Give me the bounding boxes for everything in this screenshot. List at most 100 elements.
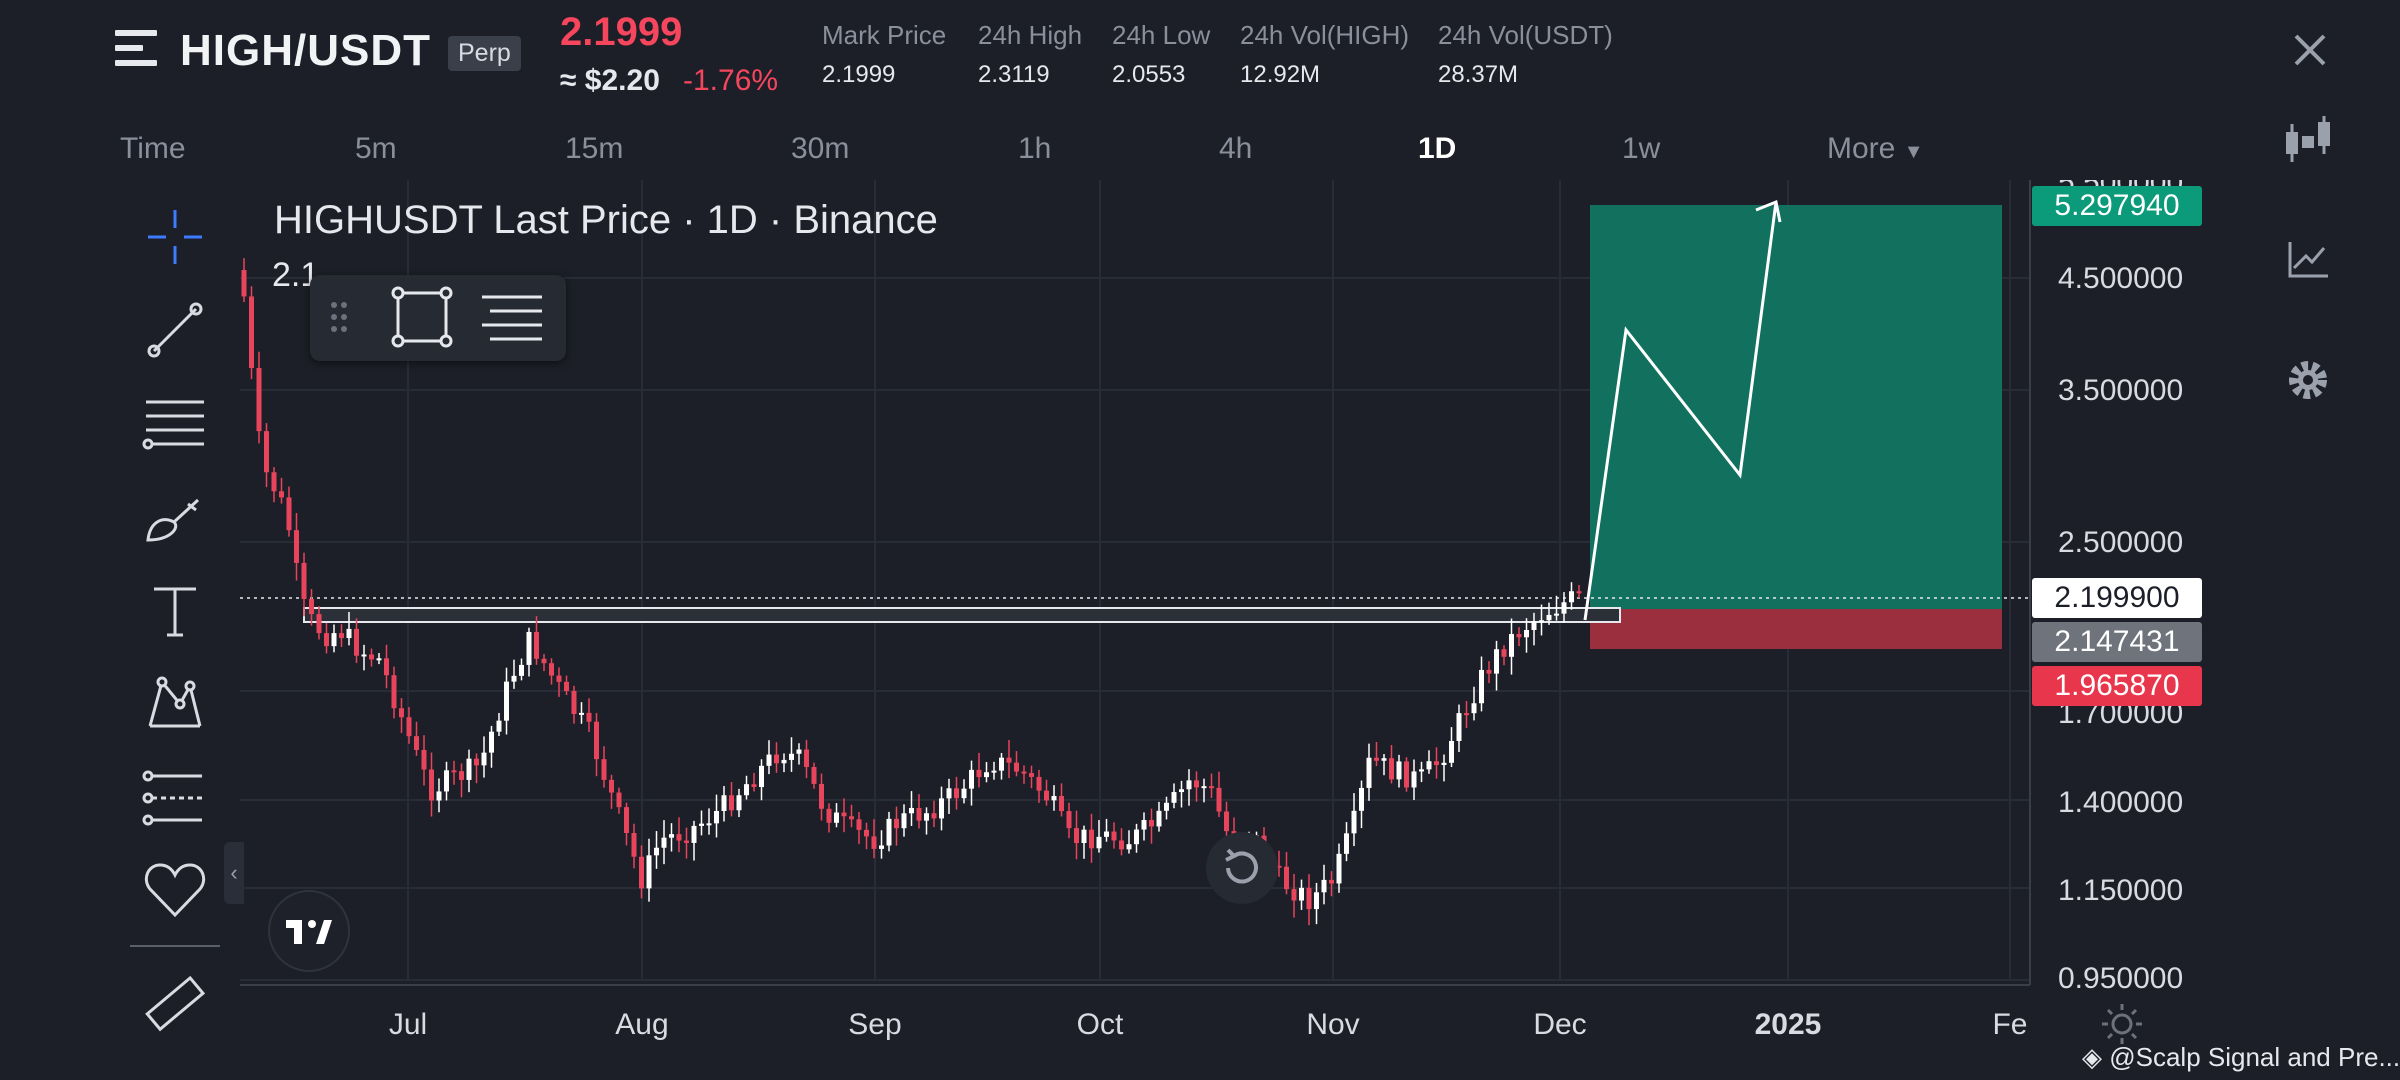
watermark: ◈ @Scalp Signal and Pre... <box>2082 1042 2400 1073</box>
candle-body <box>1119 840 1124 850</box>
candle-body <box>819 783 824 809</box>
candle-body <box>1456 713 1462 741</box>
candle-body <box>1036 776 1042 791</box>
candle-body <box>1201 786 1207 789</box>
text-icon[interactable] <box>140 575 210 645</box>
chevron-down-icon: ▼ <box>1903 141 1924 163</box>
tab-15m[interactable]: 15m <box>565 132 624 165</box>
candle-body <box>721 795 727 811</box>
gear-icon[interactable] <box>2280 352 2336 408</box>
favorites-heart-icon[interactable] <box>140 855 210 925</box>
tab-1w[interactable]: 1w <box>1622 132 1661 165</box>
tab-30m[interactable]: 30m <box>791 132 850 165</box>
menu-icon[interactable] <box>115 30 157 68</box>
tab-1d[interactable]: 1D <box>1418 132 1457 165</box>
candle-body <box>984 772 989 778</box>
ruler-icon[interactable] <box>140 970 210 1040</box>
candle-body <box>549 663 554 676</box>
candle-body <box>999 757 1004 771</box>
tab-4h[interactable]: 4h <box>1219 132 1253 165</box>
long-position-profit-zone[interactable] <box>1590 205 2002 609</box>
tradingview-logo-icon[interactable] <box>268 890 350 972</box>
candle-body <box>766 754 772 766</box>
candle-body <box>841 812 847 817</box>
candle-body <box>346 628 352 639</box>
projection-path[interactable] <box>1583 201 1778 621</box>
candle-body <box>241 270 247 297</box>
candle-body <box>1516 634 1522 638</box>
indicators-icon[interactable] <box>2280 230 2336 286</box>
stat-24h-low: 24h Low 2.0553 <box>1112 20 1211 88</box>
candle-body <box>1501 649 1507 657</box>
collapse-toolbar-button[interactable]: ‹ <box>224 842 244 904</box>
candle-body <box>271 472 277 492</box>
reset-chart-button[interactable] <box>1206 832 1278 904</box>
entry-price-tag: 2.147431 <box>2032 622 2202 662</box>
candle-body <box>1321 879 1327 893</box>
stat-24h-vol-base: 24h Vol(HIGH) 12.92M <box>1240 20 1410 88</box>
fib-retracement-icon[interactable] <box>140 388 210 458</box>
candle-body <box>1006 757 1012 763</box>
candle-body <box>249 296 254 369</box>
candle-body <box>399 708 404 718</box>
tab-1h[interactable]: 1h <box>1018 132 1052 165</box>
candle-body <box>631 833 637 857</box>
candle-body <box>294 530 299 563</box>
candle-body <box>361 654 367 657</box>
candle-body <box>1164 802 1169 811</box>
candle-body <box>481 752 487 766</box>
candle-body <box>421 749 427 770</box>
crosshair-icon[interactable] <box>140 202 210 272</box>
candle-body <box>789 753 794 760</box>
candle-body <box>384 658 389 676</box>
time-axis-settings-icon[interactable] <box>2094 996 2150 1052</box>
candle-body <box>609 779 614 793</box>
tab-5m[interactable]: 5m <box>355 132 397 165</box>
trend-line-icon[interactable] <box>140 295 210 365</box>
pattern-icon[interactable] <box>140 668 210 738</box>
pair-name[interactable]: HIGH/USDT <box>180 26 431 75</box>
candle-body <box>1104 831 1109 837</box>
candle-body <box>1314 892 1319 910</box>
candle-body <box>811 767 817 784</box>
y-tick-label: 0.950000 <box>2058 962 2183 995</box>
candle-body <box>1381 758 1387 761</box>
candle-body <box>1471 703 1477 714</box>
candle-body <box>1546 614 1552 621</box>
candle-body <box>1419 769 1424 772</box>
candle-body <box>1059 796 1064 812</box>
close-icon[interactable] <box>2290 30 2330 70</box>
candle-body <box>309 598 314 615</box>
candle-body <box>1186 780 1192 790</box>
candle-body <box>894 818 899 829</box>
chart-area[interactable]: 5.5000004.5000003.5000002.5000001.700000… <box>240 180 2210 1055</box>
candle-body <box>706 823 712 826</box>
candle-body <box>1081 829 1087 844</box>
resistance-box[interactable] <box>303 607 1621 623</box>
candle-body <box>946 788 952 799</box>
brush-icon[interactable] <box>140 482 210 552</box>
candle-body <box>1336 853 1342 884</box>
candle-body <box>616 792 622 808</box>
tab-time[interactable]: Time <box>120 132 186 165</box>
x-tick-label: 2025 <box>1755 1008 1822 1041</box>
tab-more[interactable]: More ▼ <box>1827 132 1924 166</box>
candle-body <box>1291 889 1297 901</box>
candle-body <box>1216 787 1222 812</box>
candle-body <box>931 813 937 819</box>
candle-body <box>1074 828 1079 844</box>
candle-body <box>1561 602 1567 614</box>
long-position-loss-zone[interactable] <box>1590 609 2002 649</box>
floating-drawing-bar <box>310 275 566 361</box>
candle-body <box>1344 833 1349 854</box>
candle-body <box>489 731 494 753</box>
candle-body <box>264 431 269 473</box>
prediction-icon[interactable] <box>140 762 210 832</box>
x-tick-label: Aug <box>615 1008 668 1041</box>
candle-body <box>1404 761 1409 788</box>
candle-body <box>864 829 869 837</box>
candle-type-icon[interactable] <box>2280 112 2336 168</box>
candle-body <box>669 834 674 838</box>
candle-body <box>571 691 577 714</box>
candle-body <box>1509 634 1514 657</box>
